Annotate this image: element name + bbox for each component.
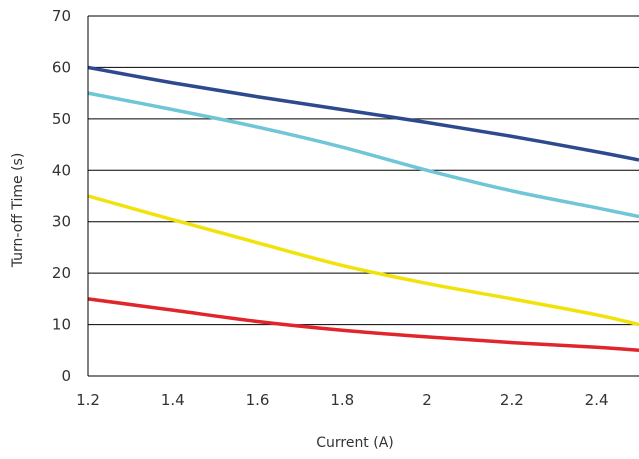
x-tick-labels: 1.2 1.4 1.6 1.8 2 2.2 2.4 — [76, 391, 608, 409]
x-tick-label: 2.4 — [585, 391, 609, 409]
x-tick-label: 2 — [422, 391, 432, 409]
y-tick-label: 20 — [52, 264, 71, 282]
y-tick-label: 30 — [52, 213, 71, 231]
y-tick-label: 0 — [61, 367, 71, 385]
series-line-4 — [87, 297, 639, 353]
axes — [87, 16, 639, 377]
x-tick-label: 1.4 — [161, 391, 185, 409]
series-line-1 — [87, 65, 639, 162]
y-tick-label: 40 — [52, 161, 71, 179]
series-lines — [87, 65, 639, 353]
x-axis-label: Current (A) — [316, 435, 394, 451]
y-axis-label: Turn-off Time (s) — [10, 153, 26, 269]
y-tick-label: 50 — [52, 110, 71, 128]
series-line-3 — [87, 194, 639, 327]
y-tick-label: 10 — [52, 316, 71, 334]
x-tick-label: 2.2 — [500, 391, 524, 409]
x-tick-label: 1.2 — [76, 391, 100, 409]
x-tick-label: 1.8 — [330, 391, 354, 409]
y-tick-labels: 0 10 20 30 40 50 60 70 — [52, 7, 71, 385]
series-line-2 — [87, 91, 639, 219]
x-tick-label: 1.6 — [246, 391, 270, 409]
gridlines — [88, 15, 639, 326]
y-tick-label: 70 — [52, 7, 71, 25]
y-tick-label: 60 — [52, 58, 71, 76]
